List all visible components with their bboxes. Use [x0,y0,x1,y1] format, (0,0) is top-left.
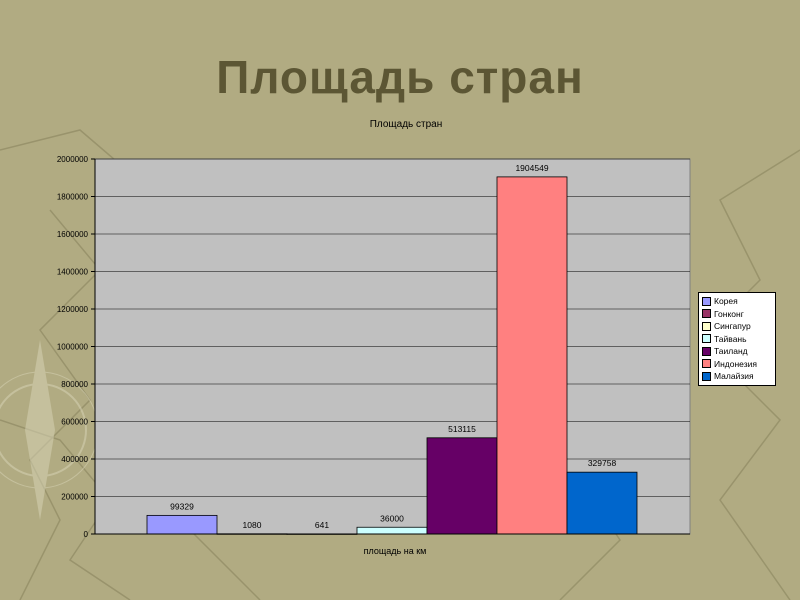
legend-swatch [702,296,711,306]
y-tick-label: 1400000 [57,268,89,277]
data-label-6: 1904549 [515,163,548,173]
y-tick-label: 800000 [61,380,88,389]
data-label-5: 513115 [448,424,476,434]
bar-7 [566,471,638,535]
data-labels: 99329 1080 641 36000 513115 1904549 329758 [170,163,616,530]
legend-swatch [702,334,711,344]
legend-label: Малайзия [714,371,754,382]
slide-title: Площадь стран [216,51,584,103]
legend-item: Таиланд [702,345,772,358]
bar-5 [426,437,498,535]
bar-6 [496,176,568,535]
legend-item: Сингапур [702,320,772,333]
legend-item: Корея [702,295,772,308]
x-axis-label: площадь на км [364,546,427,556]
y-tick-label: 600000 [61,418,88,427]
y-axis-ticks: 0 200000 400000 600000 800000 1000000 1200000 1… [57,155,95,539]
y-tick-label: 1800000 [57,193,89,202]
legend-label: Тайвань [714,333,747,344]
bar-1 [146,514,218,535]
legend-label: Таиланд [714,346,748,357]
y-tick-label: 1600000 [57,230,89,239]
y-tick-label: 1000000 [57,343,89,352]
legend-label: Сингапур [714,321,751,332]
data-label-3: 641 [315,520,329,530]
legend-item: Гонконг [702,308,772,321]
legend-label: Корея [714,296,738,307]
data-label-4: 36000 [380,513,404,523]
y-tick-label: 200000 [61,493,88,502]
y-tick-label: 2000000 [57,155,89,164]
legend-swatch [702,309,711,319]
y-tick-label: 1200000 [57,305,89,314]
chart-title: Площадь стран [370,119,443,130]
legend-item: Малайзия [702,370,772,383]
legend-label: Индонезия [714,358,757,369]
chart-legend: Корея Гонконг Сингапур Тайвань Таиланд Индоне… [698,292,776,386]
legend-label: Гонконг [714,308,744,319]
gridlines [95,158,690,497]
legend-swatch [702,371,711,381]
bars [146,176,638,535]
legend-swatch [702,346,711,356]
data-label-7: 329758 [588,458,617,468]
y-tick-label: 400000 [61,455,88,464]
legend-swatch [702,321,711,331]
legend-item: Индонезия [702,358,772,371]
legend-item: Тайвань [702,333,772,346]
data-label-1: 99329 [170,501,194,511]
bar-4 [356,526,428,535]
y-tick-label: 0 [84,530,89,539]
data-label-2: 1080 [243,520,262,530]
legend-swatch [702,359,711,369]
